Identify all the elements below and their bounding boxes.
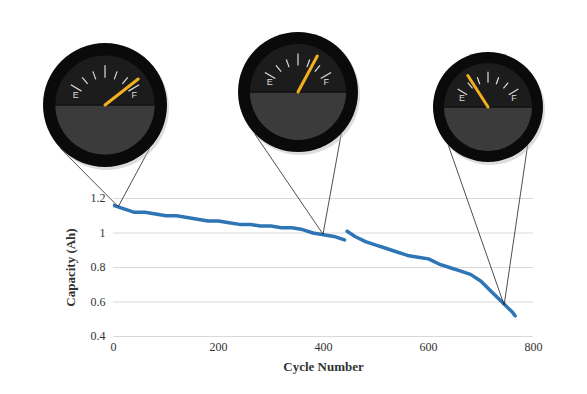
- svg-text:F: F: [511, 93, 517, 103]
- svg-text:E: E: [459, 93, 465, 103]
- svg-text:0: 0: [111, 340, 117, 354]
- svg-text:600: 600: [420, 340, 438, 354]
- svg-text:800: 800: [525, 340, 543, 354]
- svg-text:200: 200: [210, 340, 228, 354]
- svg-text:400: 400: [315, 340, 333, 354]
- svg-text:F: F: [131, 90, 137, 100]
- svg-text:1.2: 1.2: [91, 191, 106, 205]
- svg-text:0.8: 0.8: [91, 260, 106, 274]
- svg-text:0.4: 0.4: [91, 329, 106, 343]
- svg-text:F: F: [324, 77, 330, 87]
- svg-text:E: E: [267, 77, 273, 87]
- svg-text:Capacity (Ah): Capacity (Ah): [63, 228, 78, 306]
- svg-text:1: 1: [100, 226, 106, 240]
- svg-text:0.6: 0.6: [91, 295, 106, 309]
- svg-text:E: E: [73, 90, 79, 100]
- svg-text:Cycle Number: Cycle Number: [283, 359, 364, 374]
